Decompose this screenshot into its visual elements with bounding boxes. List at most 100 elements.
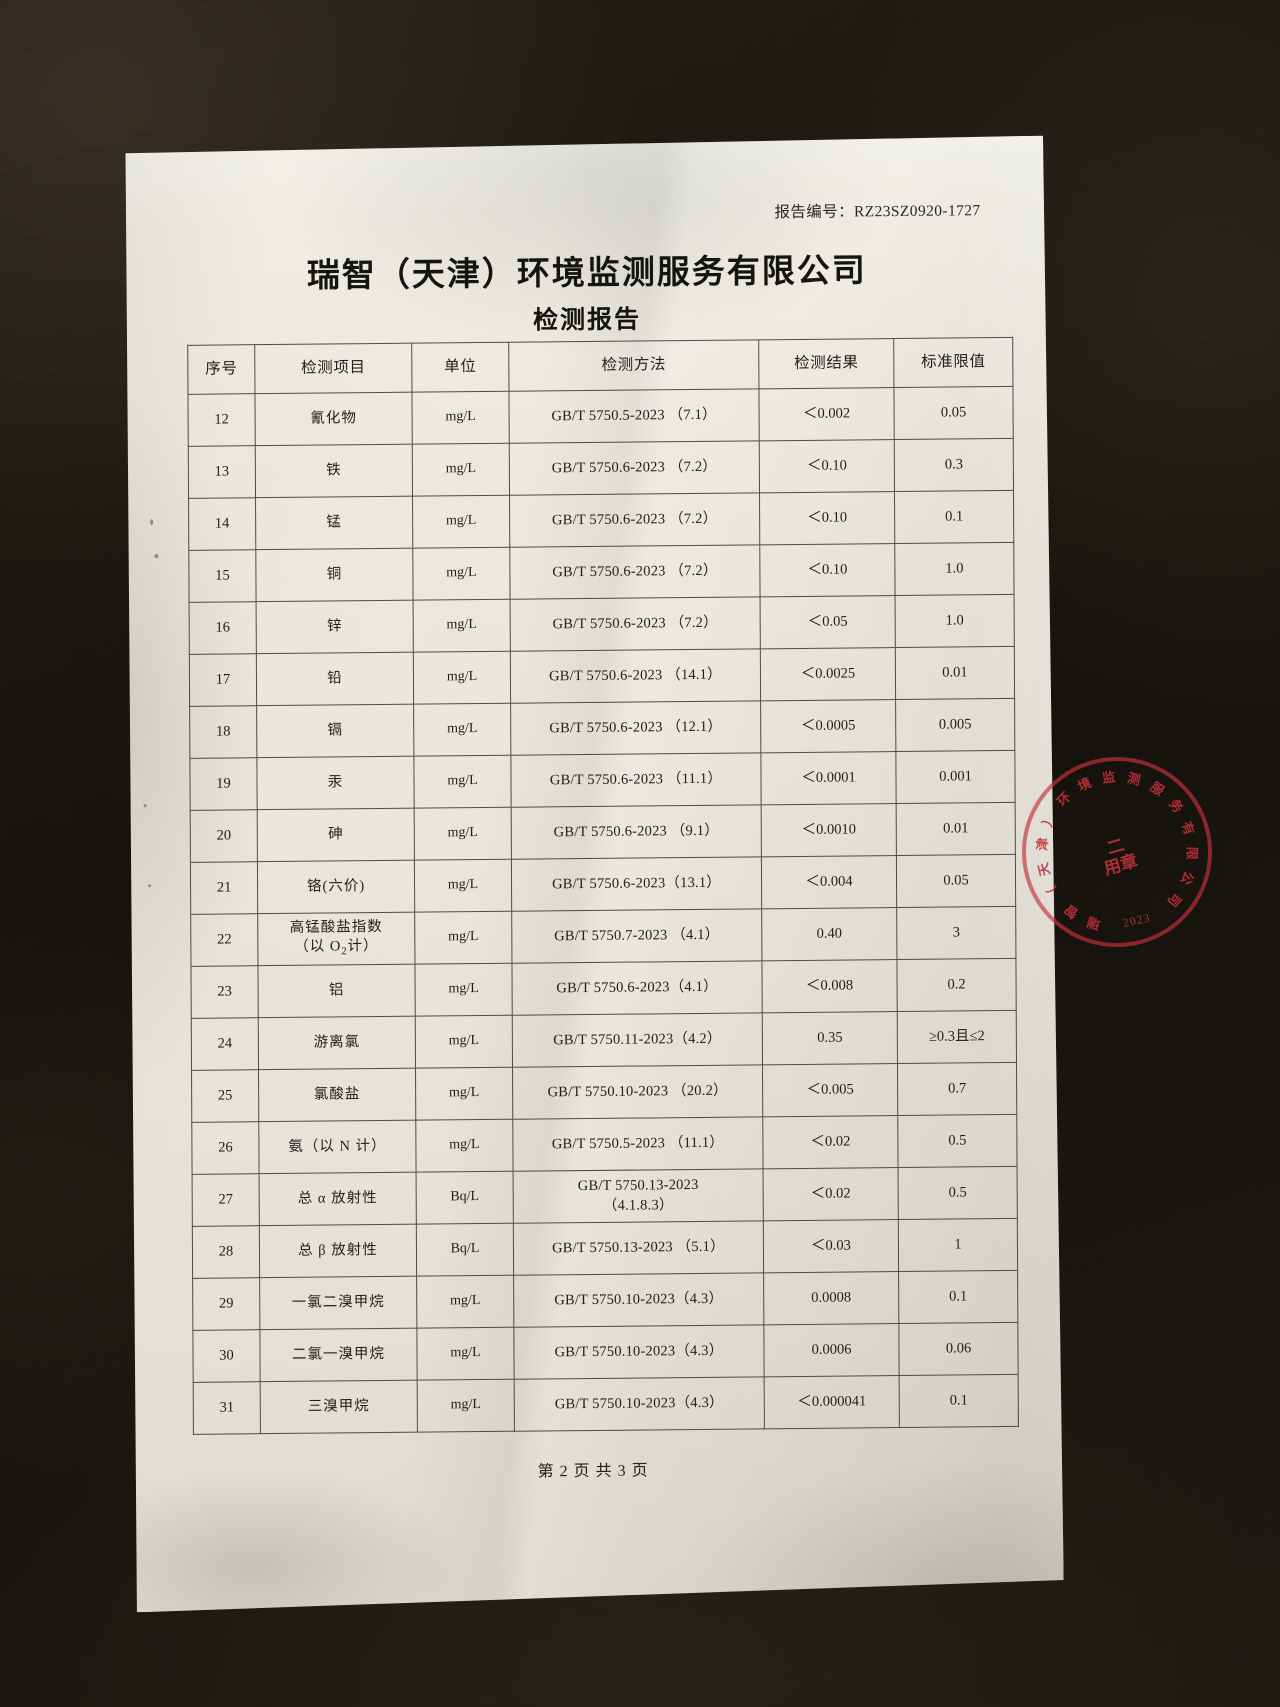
- cell-result: 0.0006: [764, 1324, 899, 1377]
- paper-speck: [150, 519, 153, 525]
- cell-item: 游离氯: [258, 1016, 415, 1070]
- cell-limit: 0.7: [897, 1062, 1016, 1115]
- cell-method: GB/T 5750.6-2023（13.1）: [511, 857, 761, 911]
- cell-unit: mg/L: [414, 703, 511, 756]
- column-header-method: 检测方法: [509, 340, 759, 391]
- table-row: 27 总 α 放射性 Bq/L GB/T 5750.13-2023 （4.1.8.3）＜…: [192, 1166, 1017, 1226]
- cell-result: ＜0.0025: [760, 648, 895, 701]
- table-row: 25 氯酸盐 mg/L GB/T 5750.10-2023 （20.2） ＜0.005 0…: [192, 1062, 1017, 1122]
- cell-method: GB/T 5750.6-2023 （7.2）: [510, 545, 760, 599]
- column-header-limit: 标准限值: [894, 337, 1013, 387]
- cell-item: 镉: [257, 704, 414, 758]
- cell-limit: 0.05: [894, 386, 1013, 439]
- paper-speck: [148, 884, 151, 887]
- cell-no: 29: [193, 1278, 260, 1331]
- cell-method: GB/T 5750.6-2023 （9.1）: [511, 805, 761, 859]
- cell-unit: Bq/L: [416, 1223, 513, 1276]
- cell-result: ＜0.004: [761, 856, 896, 909]
- cell-method: GB/T 5750.10-2023（4.3）: [514, 1377, 764, 1431]
- cell-item: 锌: [256, 600, 413, 654]
- cell-method: GB/T 5750.10-2023（4.3）: [514, 1273, 764, 1327]
- table-row: 30 二氯一溴甲烷 mg/L GB/T 5750.10-2023（4.3） 0.0006…: [193, 1322, 1018, 1382]
- cell-unit: mg/L: [416, 1119, 513, 1172]
- cell-item: 铁: [255, 444, 412, 498]
- cell-limit: 1.0: [895, 542, 1014, 595]
- table-head: 序号 检测项目 单位 检测方法 检测结果 标准限值: [188, 337, 1013, 394]
- cell-item: 氨（以 N 计）: [259, 1120, 416, 1174]
- paper-speck: [154, 554, 158, 558]
- cell-item: 总 α 放射性: [259, 1172, 416, 1226]
- cell-method: GB/T 5750.13-2023 （4.1.8.3）: [513, 1169, 763, 1223]
- cell-method: GB/T 5750.6-2023 （14.1）: [510, 649, 760, 703]
- cell-item: 砷: [257, 808, 414, 862]
- cell-no: 18: [190, 706, 257, 759]
- cell-unit: mg/L: [412, 443, 509, 496]
- cell-no: 28: [192, 1226, 259, 1279]
- cell-limit: 0.01: [895, 646, 1014, 699]
- table-row: 16 锌 mg/L GB/T 5750.6-2023 （7.2） ＜0.05 1.0: [189, 594, 1014, 654]
- cell-unit: mg/L: [413, 547, 510, 600]
- column-header-result: 检测结果: [759, 339, 894, 389]
- cell-unit: mg/L: [414, 755, 511, 808]
- column-header-unit: 单位: [412, 342, 509, 392]
- cell-no: 26: [192, 1122, 259, 1175]
- cell-item: 总 β 放射性: [259, 1224, 416, 1278]
- cell-method: GB/T 5750.6-2023（4.1）: [512, 961, 762, 1015]
- table-row: 21 铬(六价) mg/L GB/T 5750.6-2023（13.1） ＜0.004 0…: [190, 854, 1015, 914]
- cell-item: 氰化物: [255, 392, 412, 446]
- cell-limit: 3: [897, 906, 1016, 959]
- cell-limit: 0.06: [899, 1322, 1018, 1375]
- test-results-table: 序号 检测项目 单位 检测方法 检测结果 标准限值 12 氰化物 mg/L GB/T …: [187, 337, 1019, 1435]
- cell-unit: mg/L: [414, 859, 511, 912]
- cell-unit: mg/L: [417, 1327, 514, 1380]
- cell-method: GB/T 5750.11-2023（4.2）: [512, 1013, 762, 1067]
- cell-result: ＜0.02: [763, 1116, 898, 1169]
- cell-method: GB/T 5750.6-2023 （7.2）: [509, 441, 759, 495]
- table-row: 18 镉 mg/L GB/T 5750.6-2023 （12.1） ＜0.0005 0.0…: [190, 698, 1015, 758]
- page-footer: 第 2 页 共 3 页: [537, 1462, 649, 1481]
- table-row: 26 氨（以 N 计） mg/L GB/T 5750.5-2023 （11.1） ＜0.…: [192, 1114, 1017, 1174]
- cell-method: GB/T 5750.7-2023 （4.1）: [512, 909, 762, 963]
- cell-result: ＜0.002: [759, 388, 894, 441]
- cell-unit: mg/L: [415, 911, 512, 964]
- cell-no: 30: [193, 1330, 260, 1383]
- cell-item: 三溴甲烷: [260, 1380, 417, 1434]
- cell-item: 高锰酸盐指数 （以 O2计）: [258, 912, 415, 966]
- table-row: 22 高锰酸盐指数 （以 O2计） mg/L GB/T 5750.7-2023 （4.1…: [191, 906, 1016, 966]
- cell-result: ＜0.02: [763, 1168, 898, 1221]
- table-row: 20 砷 mg/L GB/T 5750.6-2023 （9.1） ＜0.0010 0.01: [190, 802, 1015, 862]
- cell-limit: 0.5: [898, 1166, 1017, 1219]
- table-row: 28 总 β 放射性 Bq/L GB/T 5750.13-2023 （5.1） ＜0.0…: [192, 1218, 1017, 1278]
- company-name: 瑞智（天津）环境监测服务有限公司: [306, 253, 867, 295]
- table-row: 23 铝 mg/L GB/T 5750.6-2023（4.1） ＜0.008 0.2: [191, 958, 1016, 1018]
- cell-result: ＜0.0010: [761, 804, 896, 857]
- cell-no: 31: [193, 1382, 260, 1435]
- cell-limit: 1.0: [895, 594, 1014, 647]
- cell-item: 汞: [257, 756, 414, 810]
- cell-unit: mg/L: [415, 1015, 512, 1068]
- cell-limit: 0.3: [894, 438, 1013, 491]
- cell-no: 17: [189, 654, 256, 707]
- page-title: 检测报告: [533, 306, 642, 335]
- cell-no: 21: [190, 862, 257, 915]
- cell-item: 铝: [258, 964, 415, 1018]
- table-row: 17 铅 mg/L GB/T 5750.6-2023 （14.1） ＜0.0025 0.0…: [189, 646, 1014, 706]
- cell-no: 15: [189, 550, 256, 603]
- table-row: 13 铁 mg/L GB/T 5750.6-2023 （7.2） ＜0.10 0.3: [188, 438, 1013, 498]
- cell-result: ＜0.05: [760, 596, 895, 649]
- cell-no: 13: [188, 446, 255, 499]
- cell-limit: 0.5: [898, 1114, 1017, 1167]
- cell-method: GB/T 5750.5-2023 （11.1）: [513, 1117, 763, 1171]
- cell-result: ＜0.0001: [761, 752, 896, 805]
- cell-no: 16: [189, 602, 256, 655]
- table-header-row: 序号 检测项目 单位 检测方法 检测结果 标准限值: [188, 337, 1013, 394]
- cell-result: ＜0.10: [760, 544, 895, 597]
- cell-no: 25: [192, 1070, 259, 1123]
- cell-limit: ≥0.3且≤2: [897, 1010, 1016, 1063]
- column-header-item: 检测项目: [255, 343, 412, 394]
- cell-unit: mg/L: [415, 963, 512, 1016]
- cell-no: 20: [190, 810, 257, 863]
- column-header-no: 序号: [188, 345, 255, 395]
- cell-no: 23: [191, 966, 258, 1019]
- cell-method: GB/T 5750.6-2023 （7.2）: [510, 493, 760, 547]
